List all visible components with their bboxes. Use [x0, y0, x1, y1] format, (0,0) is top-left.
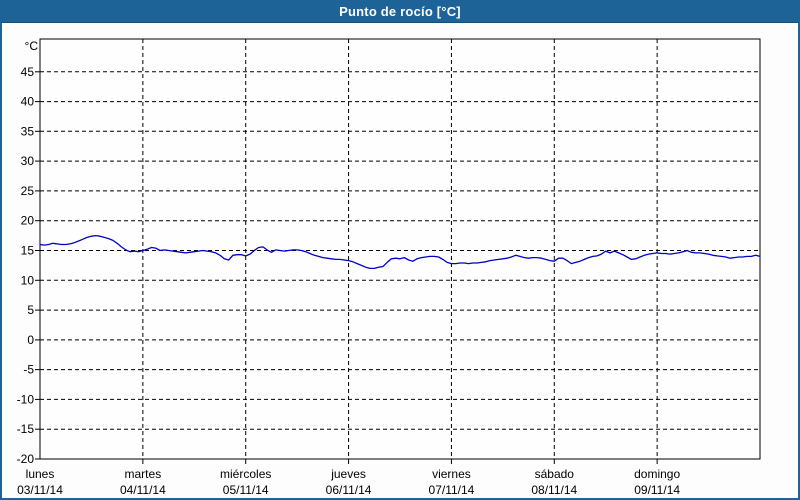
- y-tick-label: 5: [27, 303, 34, 317]
- y-tick-label: -20: [17, 452, 35, 466]
- chart-title: Punto de rocío [°C]: [339, 3, 461, 19]
- plot-area: [39, 38, 761, 460]
- y-tick-label: 0: [27, 333, 34, 347]
- day-date-label: 05/11/14: [223, 483, 269, 497]
- day-name-label: lunes: [26, 467, 55, 481]
- y-tick-label: 45: [21, 65, 35, 79]
- chart-title-bar: Punto de rocío [°C]: [2, 2, 798, 23]
- y-tick-label: -5: [23, 363, 34, 377]
- y-tick-label: 15: [21, 244, 35, 258]
- dewpoint-series-line: [39, 234, 761, 270]
- day-name-label: viernes: [432, 467, 471, 481]
- day-name-label: sábado: [535, 467, 575, 481]
- y-tick-label: 40: [21, 95, 35, 109]
- day-name-label: miércoles: [220, 467, 271, 481]
- day-date-label: 04/11/14: [120, 483, 166, 497]
- day-date-label: 09/11/14: [634, 483, 680, 497]
- y-tick-label: 25: [21, 184, 35, 198]
- y-tick-label: 20: [21, 214, 35, 228]
- y-tick-label: 30: [21, 154, 35, 168]
- day-name-label: jueves: [330, 467, 366, 481]
- day-name-label: domingo: [634, 467, 680, 481]
- y-tick-label: -15: [17, 422, 35, 436]
- day-date-label: 06/11/14: [326, 483, 372, 497]
- day-date-label: 08/11/14: [531, 483, 577, 497]
- y-tick-label: 35: [21, 124, 35, 138]
- day-date-label: 03/11/14: [17, 483, 63, 497]
- day-date-label: 07/11/14: [429, 483, 475, 497]
- y-axis-unit-label: °C: [25, 39, 39, 53]
- y-tick-label: -10: [17, 392, 35, 406]
- day-name-label: martes: [125, 467, 162, 481]
- y-tick-label: 10: [21, 273, 35, 287]
